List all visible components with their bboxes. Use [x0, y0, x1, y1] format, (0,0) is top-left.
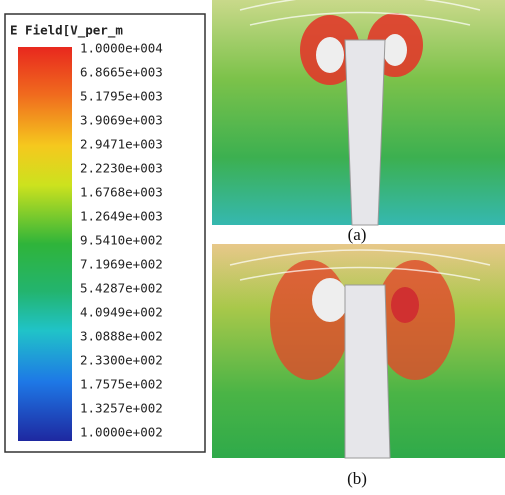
legend-label: 4.0949e+002 [80, 305, 163, 320]
legend-label: 3.0888e+002 [80, 329, 163, 344]
legend-label: 1.2649e+003 [80, 209, 163, 224]
legend-label: 2.3300e+002 [80, 353, 163, 368]
legend-title: E Field[V_per_m [10, 23, 123, 39]
legend-labels: 1.0000e+004 6.8665e+003 5.1795e+003 3.9069e… [80, 41, 163, 440]
legend-label: 1.0000e+002 [80, 425, 163, 440]
legend-label: 1.0000e+004 [80, 41, 163, 56]
panel-caption: (a) [348, 225, 367, 244]
legend-label: 5.4287e+002 [80, 281, 163, 296]
legend-label: 1.7575e+002 [80, 377, 163, 392]
legend-label: 2.9471e+003 [80, 137, 163, 152]
legend-label: 3.9069e+003 [80, 113, 163, 128]
legend-label: 7.1969e+002 [80, 257, 163, 272]
figure: E Field[V_per_m 1.0000e+004 6.8665e+003 5.… [0, 0, 505, 495]
legend-label: 6.8665e+003 [80, 65, 163, 80]
legend-label: 2.2230e+003 [80, 161, 163, 176]
legend-label: 1.6768e+003 [80, 185, 163, 200]
panel-b-image [212, 244, 505, 458]
legend-label: 5.1795e+003 [80, 89, 163, 104]
panel-caption: (b) [347, 469, 367, 488]
legend-label: 9.5410e+002 [80, 233, 163, 248]
panel-a-image [212, 0, 505, 225]
legend-label: 1.3257e+002 [80, 401, 163, 416]
color-bar [18, 47, 72, 441]
